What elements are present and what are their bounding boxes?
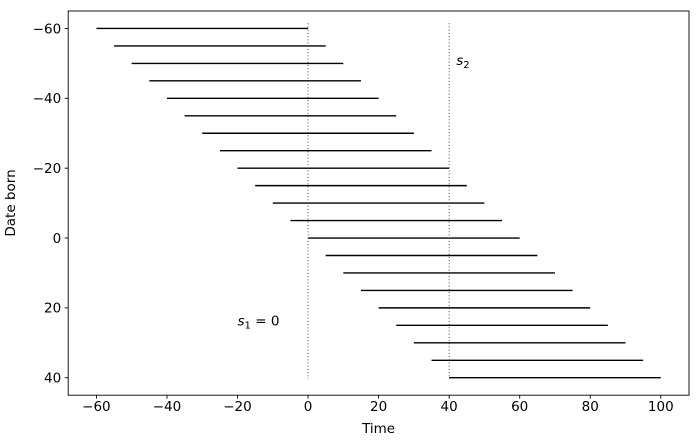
x-tick-label: 80 (582, 399, 599, 415)
y-tick-label: 0 (53, 231, 62, 247)
x-tick-label: 0 (304, 399, 313, 415)
x-tick-label: 40 (441, 399, 458, 415)
x-tick-label: 100 (648, 399, 674, 415)
x-tick-label: −60 (82, 399, 111, 415)
y-tick-label: −60 (33, 21, 62, 37)
x-tick-label: 60 (511, 399, 528, 415)
y-tick-label: −40 (33, 91, 62, 107)
x-tick-label: 20 (370, 399, 387, 415)
s1-label: s1 = 0 (238, 313, 280, 331)
x-tick-label: −40 (153, 399, 182, 415)
s2-label: s2 (456, 53, 469, 71)
y-tick-label: 20 (44, 301, 61, 317)
y-tick-label: −20 (33, 161, 62, 177)
x-axis-label: Time (361, 421, 395, 437)
x-tick-label: −20 (223, 399, 252, 415)
census-vlines: s1 = 0 s2 (238, 23, 470, 379)
lifespan-segments (96, 27, 661, 379)
axes: −60 −40 −20 0 20 40 60 80 100 −60 −40 −20 0 20 40 (33, 10, 690, 415)
y-tick-label: 40 (44, 371, 61, 387)
y-axis-label: Date born (3, 169, 19, 236)
